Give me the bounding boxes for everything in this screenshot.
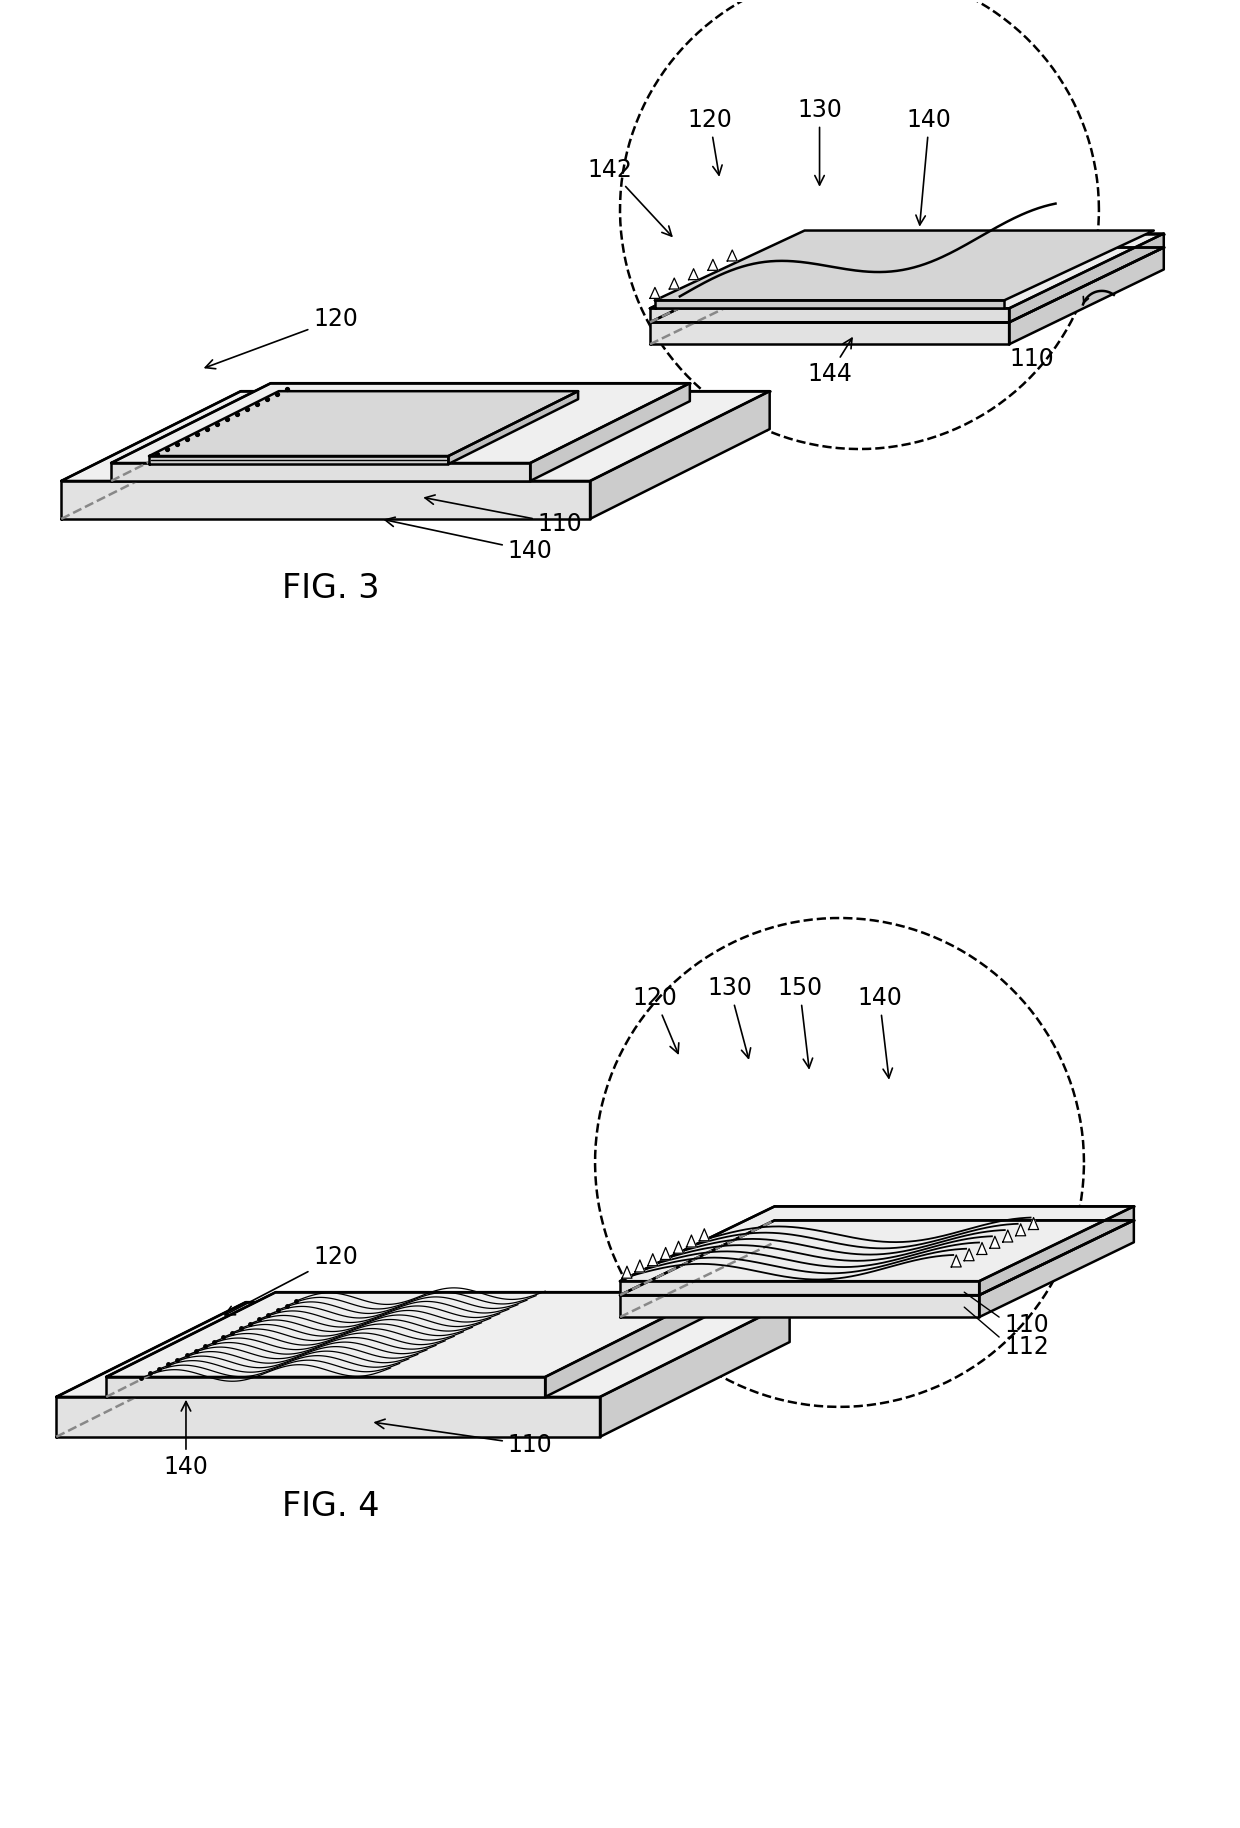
Polygon shape	[149, 455, 449, 464]
Polygon shape	[673, 1241, 683, 1254]
Text: 144: 144	[807, 338, 852, 386]
Polygon shape	[112, 384, 689, 462]
Polygon shape	[727, 250, 738, 261]
Polygon shape	[107, 1292, 714, 1376]
Polygon shape	[620, 1281, 980, 1296]
Polygon shape	[1009, 234, 1164, 322]
Polygon shape	[990, 1236, 999, 1249]
Text: 112: 112	[1004, 1334, 1049, 1358]
Polygon shape	[977, 1243, 987, 1254]
Polygon shape	[661, 1247, 671, 1259]
Text: 110: 110	[1009, 347, 1054, 371]
Polygon shape	[980, 1206, 1133, 1296]
Text: 110: 110	[1004, 1313, 1049, 1336]
Polygon shape	[1029, 1217, 1039, 1230]
Polygon shape	[620, 1296, 980, 1318]
Polygon shape	[1016, 1223, 1025, 1236]
Polygon shape	[1003, 1230, 1013, 1241]
Polygon shape	[708, 260, 718, 271]
Polygon shape	[670, 278, 680, 289]
Text: 120: 120	[206, 307, 358, 369]
Polygon shape	[620, 1221, 1133, 1296]
Polygon shape	[620, 1206, 1133, 1281]
Text: 120: 120	[632, 985, 678, 1053]
Text: 140: 140	[857, 985, 901, 1079]
Polygon shape	[149, 391, 578, 455]
Text: 130: 130	[707, 976, 753, 1058]
Text: FIG. 3: FIG. 3	[281, 572, 379, 605]
Polygon shape	[61, 481, 590, 519]
Polygon shape	[655, 300, 1004, 309]
Text: 140: 140	[164, 1402, 208, 1479]
Polygon shape	[546, 1292, 714, 1397]
Polygon shape	[699, 1228, 709, 1241]
Polygon shape	[622, 1267, 632, 1278]
Polygon shape	[655, 230, 1153, 300]
Polygon shape	[688, 269, 698, 280]
Polygon shape	[531, 384, 689, 481]
Text: 110: 110	[376, 1419, 553, 1457]
Text: 140: 140	[906, 108, 952, 225]
Polygon shape	[980, 1221, 1133, 1318]
Polygon shape	[951, 1256, 961, 1267]
Text: 110: 110	[425, 495, 583, 536]
Polygon shape	[56, 1302, 790, 1397]
Text: 150: 150	[777, 976, 822, 1068]
Polygon shape	[965, 1249, 975, 1261]
Polygon shape	[107, 1376, 546, 1397]
Polygon shape	[647, 1254, 657, 1265]
Text: FIG. 4: FIG. 4	[281, 1490, 379, 1523]
Polygon shape	[650, 234, 1164, 309]
Polygon shape	[590, 391, 770, 519]
Polygon shape	[600, 1302, 790, 1437]
Polygon shape	[1009, 247, 1164, 344]
Text: 120: 120	[687, 108, 733, 175]
Text: 142: 142	[588, 157, 672, 236]
Text: 140: 140	[386, 517, 553, 563]
Polygon shape	[449, 391, 578, 464]
Polygon shape	[635, 1259, 645, 1272]
Polygon shape	[650, 247, 1164, 322]
Polygon shape	[650, 287, 660, 298]
Polygon shape	[650, 322, 1009, 344]
Polygon shape	[61, 391, 770, 481]
Text: 130: 130	[797, 99, 842, 185]
Polygon shape	[687, 1236, 697, 1247]
Polygon shape	[112, 462, 531, 481]
Polygon shape	[650, 309, 1009, 322]
Text: 120: 120	[224, 1245, 358, 1314]
Polygon shape	[56, 1397, 600, 1437]
